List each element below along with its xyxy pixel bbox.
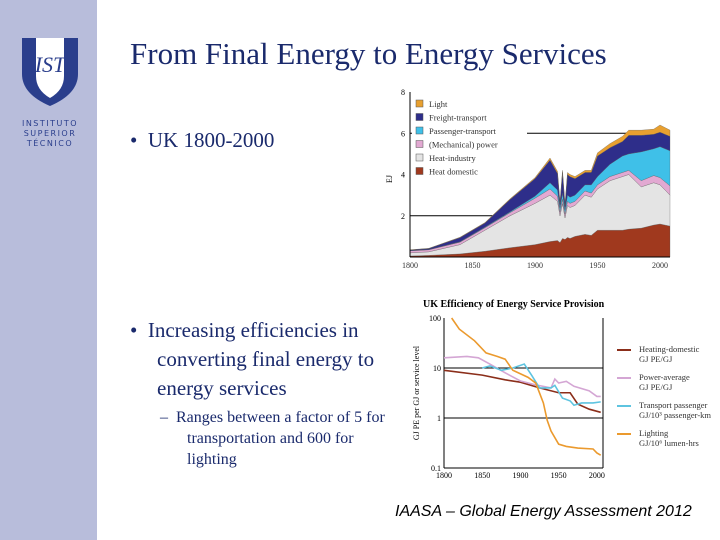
chart-title: UK Efficiency of Energy Service Provisio… xyxy=(423,299,605,310)
y-axis-label: GJ PE per GJ or service level xyxy=(412,345,421,440)
x-tick-label: 2000 xyxy=(652,261,668,270)
ist-logo: IST INSTITUTO SUPERIOR TÉCNICO xyxy=(20,36,80,149)
logo-text: INSTITUTO SUPERIOR TÉCNICO xyxy=(20,119,80,149)
legend-label: Passenger-transport xyxy=(429,126,497,136)
logo-mark: IST xyxy=(34,52,67,77)
x-tick-label: 2000 xyxy=(589,471,605,480)
x-tick-label: 1850 xyxy=(474,471,490,480)
y-axis-label: EJ xyxy=(385,175,394,183)
y-tick-label: 8 xyxy=(401,88,405,97)
legend-swatch xyxy=(415,99,424,108)
slide-title: From Final Energy to Energy Services xyxy=(130,36,607,71)
legend-unit: GJ PE/GJ xyxy=(639,354,673,364)
legend-unit: GJ PE/GJ xyxy=(639,382,673,392)
line-lighting xyxy=(450,317,602,456)
efficiency-line-chart: UK Efficiency of Energy Service Provisio… xyxy=(412,299,711,480)
legend-label: Heating-domestic xyxy=(639,344,700,354)
line-power-average xyxy=(443,355,601,398)
legend-swatch xyxy=(415,126,424,135)
y-tick-label: 4 xyxy=(401,171,405,180)
legend-label: Heat-industry xyxy=(429,153,476,163)
legend-label: Heat domestic xyxy=(429,167,478,177)
legend-label: Power-average xyxy=(639,372,690,382)
legend-swatch xyxy=(415,167,424,175)
legend-label: (Mechanical) power xyxy=(429,140,498,150)
legend-swatch xyxy=(415,153,424,162)
line-transport-passenger xyxy=(482,363,601,407)
x-tick-label: 1950 xyxy=(551,471,567,480)
x-tick-label: 1900 xyxy=(512,471,528,480)
y-tick-label: 1 xyxy=(437,414,441,423)
x-tick-label: 1850 xyxy=(465,261,481,270)
sub-bullet-text: Ranges between a factor of 5 for transpo… xyxy=(176,409,385,468)
bullet-text: UK 1800-2000 xyxy=(147,128,275,152)
legend-label: Light xyxy=(429,99,448,109)
logo-line: INSTITUTO xyxy=(21,119,79,128)
bullet-text: Increasing efficiencies in converting fi… xyxy=(147,318,375,400)
stacked-area-chart: 2 4 6 8 1800 1850 1900 1950 2000 EJ Light Freight-t… xyxy=(385,88,671,270)
x-tick-label: 1800 xyxy=(436,471,452,480)
bullet-efficiencies: • Increasing efficiencies in converting … xyxy=(130,318,375,400)
sub-bullet: – Ranges between a factor of 5 for trans… xyxy=(160,409,385,468)
legend-unit: GJ/10⁶ lumen-hrs xyxy=(639,438,699,448)
x-tick-label: 1900 xyxy=(527,261,543,270)
bullet-uk: • UK 1800-2000 xyxy=(130,128,275,152)
line-heating-domestic xyxy=(443,369,601,414)
y-tick-label: 0.1 xyxy=(431,464,441,473)
legend-swatch xyxy=(415,140,424,148)
legend-box xyxy=(412,94,527,176)
legend-label: Freight-transport xyxy=(429,113,487,123)
y-tick-label: 100 xyxy=(429,314,441,323)
legend-swatch xyxy=(415,113,424,121)
legend-label: Lighting xyxy=(639,428,669,438)
shield-icon: IST xyxy=(22,38,78,106)
logo-line: TÉCNICO xyxy=(26,139,74,148)
source-footer: IAASA – Global Energy Assessment 2012 xyxy=(395,503,692,520)
logo-line: SUPERIOR xyxy=(23,129,77,138)
legend-label: Transport passenger xyxy=(639,400,708,410)
x-tick-label: 1800 xyxy=(402,261,418,270)
sidebar: IST INSTITUTO SUPERIOR TÉCNICO xyxy=(0,0,97,540)
legend-unit: GJ/10³ passenger-km xyxy=(639,410,711,420)
area-light xyxy=(409,124,671,251)
y-tick-label: 6 xyxy=(401,129,405,138)
y-tick-label: 10 xyxy=(433,364,441,373)
x-tick-label: 1950 xyxy=(590,261,606,270)
y-tick-label: 2 xyxy=(401,212,405,221)
